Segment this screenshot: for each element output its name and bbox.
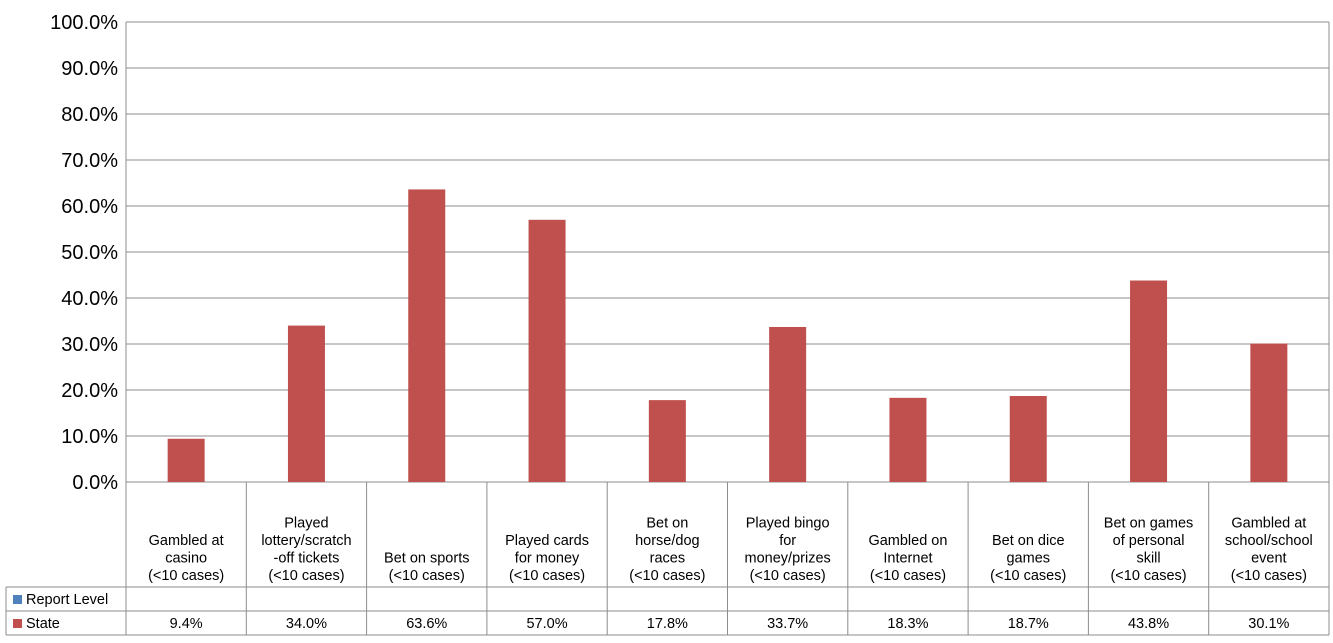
data-table-value: 17.8% <box>647 616 688 632</box>
y-tick-label: 90.0% <box>61 58 118 80</box>
x-category-label: Played bingo for money/prizes (<10 cases) <box>745 516 831 585</box>
bar-state <box>1130 280 1168 482</box>
bar-state <box>167 438 205 482</box>
y-tick-label: 0.0% <box>72 472 118 494</box>
x-category-label: Bet on horse/dog races (<10 cases) <box>629 516 705 585</box>
x-category-label: Gambled at school/school event (<10 cases) <box>1225 516 1313 585</box>
legend-label-state: State <box>26 616 60 632</box>
data-table-value: 9.4% <box>170 616 203 632</box>
data-table-value: 30.1% <box>1248 616 1289 632</box>
data-table: Gambled at casino (<10 cases) Played lottery… <box>5 482 1330 636</box>
bar-state <box>287 325 325 482</box>
x-category-label: Played cards for money (<10 cases) <box>505 533 589 584</box>
x-category-label: Played lottery/scratch -off tickets (<10 ca… <box>261 516 351 585</box>
bars <box>167 189 1288 483</box>
y-tick-label: 60.0% <box>61 196 118 218</box>
x-category-label: Bet on dice games (<10 cases) <box>990 533 1066 584</box>
x-category-label: Gambled at casino (<10 cases) <box>148 533 224 584</box>
bar-state <box>648 400 686 482</box>
data-table-value: 33.7% <box>767 616 808 632</box>
legend-label-report-level: Report Level <box>26 592 108 608</box>
x-category-label: Bet on games of personal skill (<10 cases) <box>1104 516 1193 585</box>
y-tick-label: 70.0% <box>61 150 118 172</box>
y-axis-tick-labels: 0.0% 10.0% 20.0% 30.0% 40.0% 50.0% 60.0% 70.0% 8… <box>50 12 118 494</box>
y-tick-label: 30.0% <box>61 334 118 356</box>
x-category-label: Gambled on Internet (<10 cases) <box>868 533 947 584</box>
bar-state <box>1250 343 1288 482</box>
data-table-value: 43.8% <box>1128 616 1169 632</box>
bar-state <box>889 397 927 482</box>
bar-state <box>769 326 807 482</box>
y-tick-label: 100.0% <box>50 12 118 34</box>
y-tick-label: 20.0% <box>61 380 118 402</box>
legend-key-report-level <box>13 595 22 604</box>
legend-key-state <box>13 619 22 628</box>
data-table-value: 18.3% <box>887 616 928 632</box>
bar-state <box>408 189 446 482</box>
data-table-value: 57.0% <box>526 616 567 632</box>
y-tick-label: 40.0% <box>61 288 118 310</box>
y-tick-label: 10.0% <box>61 426 118 448</box>
data-table-value: 18.7% <box>1008 616 1049 632</box>
bar-state <box>528 219 566 483</box>
y-tick-label: 50.0% <box>61 242 118 264</box>
y-tick-label: 80.0% <box>61 104 118 126</box>
data-table-value: 63.6% <box>406 616 447 632</box>
bar-state <box>1009 395 1047 482</box>
data-table-value: 34.0% <box>286 616 327 632</box>
x-category-label: Bet on sports (<10 cases) <box>384 551 469 585</box>
